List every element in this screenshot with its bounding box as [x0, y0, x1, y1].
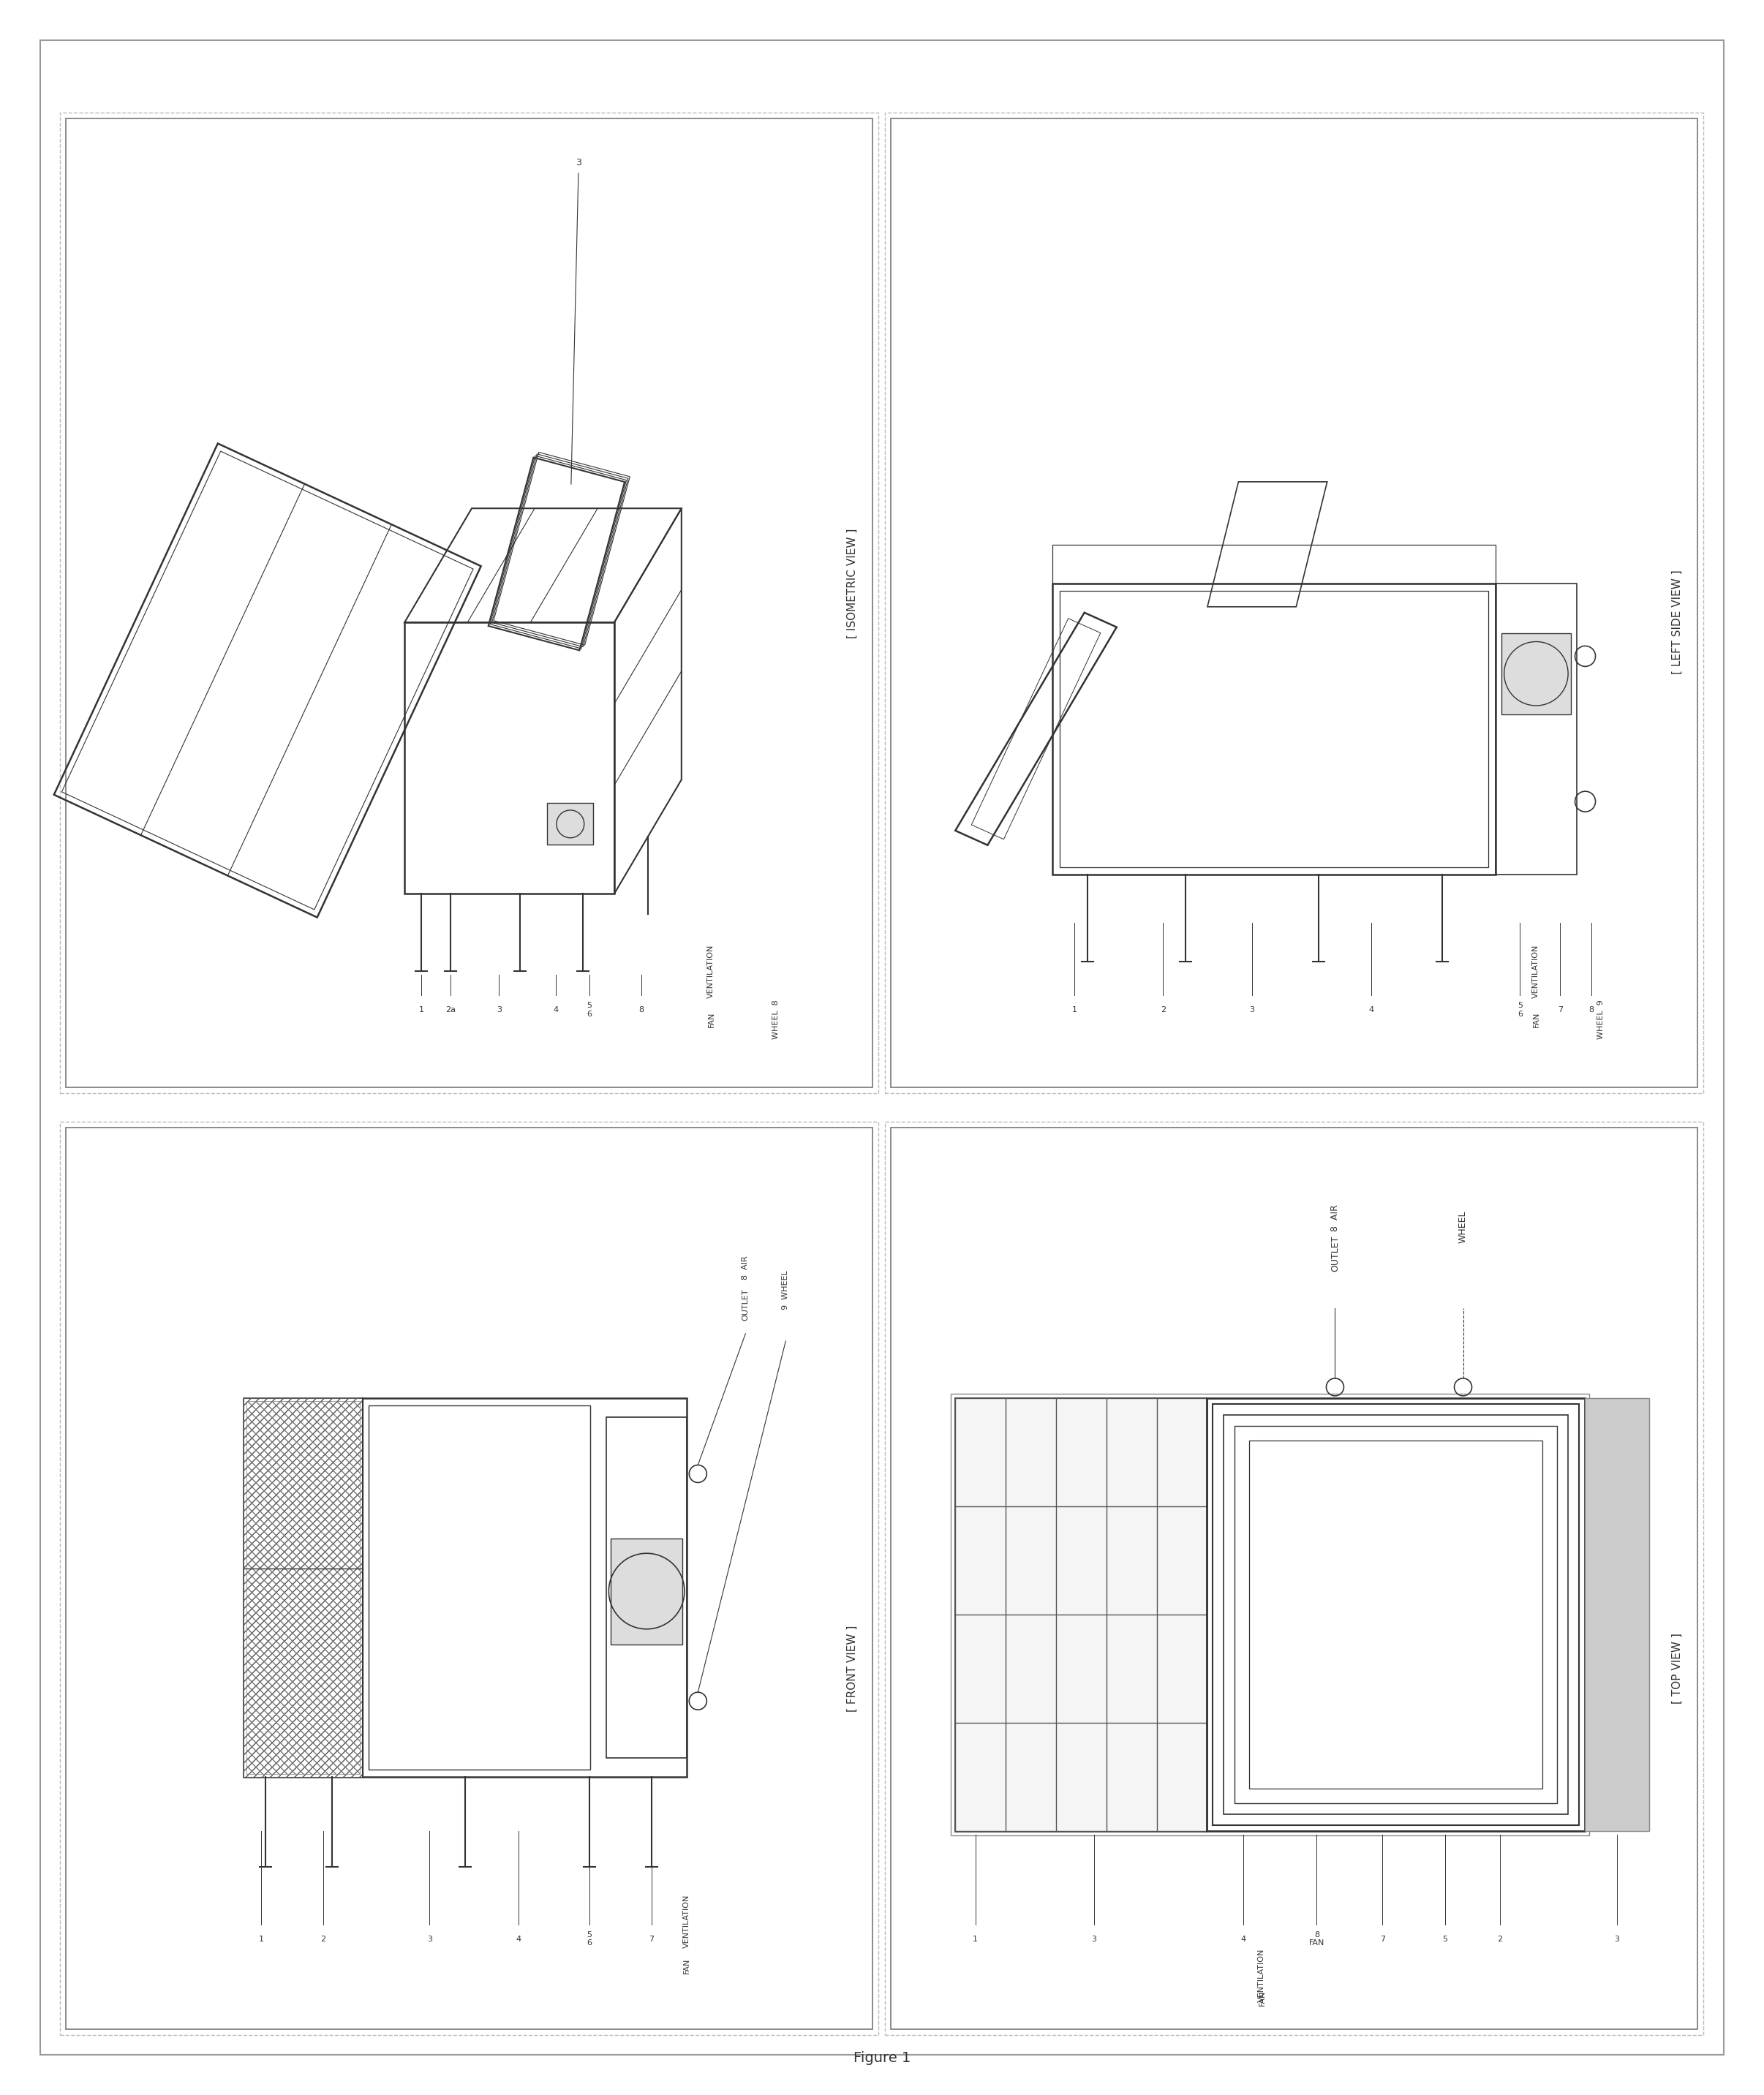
Text: 5
6: 5 6	[587, 1001, 591, 1018]
Text: 3: 3	[427, 1936, 432, 1942]
Text: 2: 2	[321, 1936, 326, 1942]
Bar	[404, 622, 614, 895]
Bar	[607, 1416, 686, 1758]
Bar	[886, 113, 1704, 1094]
Text: 3: 3	[1092, 1936, 1095, 1942]
Text: 1: 1	[974, 1936, 977, 1942]
Text: 3: 3	[1249, 1006, 1254, 1014]
Text: 5
6: 5 6	[1517, 1001, 1522, 1018]
Bar	[1051, 545, 1496, 585]
Bar	[956, 1397, 1207, 1831]
Text: [ TOP VIEW ]: [ TOP VIEW ]	[1672, 1634, 1683, 1703]
Text: 3: 3	[1614, 1936, 1619, 1942]
Text: Figure 1: Figure 1	[854, 2051, 910, 2066]
Bar	[1214, 1404, 1579, 1825]
Bar	[956, 1397, 1584, 1831]
Bar	[547, 802, 593, 844]
Text: [ FRONT VIEW ]: [ FRONT VIEW ]	[847, 1626, 857, 1712]
Text: 7: 7	[649, 1936, 654, 1942]
Text: 1: 1	[1073, 1006, 1076, 1014]
Text: VENTILATION: VENTILATION	[1533, 945, 1540, 997]
Text: 1: 1	[418, 1006, 423, 1014]
Text: 4: 4	[1369, 1006, 1374, 1014]
Text: VENTILATION: VENTILATION	[1258, 1948, 1265, 2003]
Text: 5
6: 5 6	[587, 1932, 593, 1946]
Text: 8  AIR: 8 AIR	[743, 1255, 750, 1280]
Bar	[60, 1121, 878, 2034]
Text: 4: 4	[1240, 1936, 1245, 1942]
Bar	[60, 113, 878, 1094]
Bar	[891, 1127, 1697, 2030]
Bar	[1501, 633, 1570, 714]
Bar	[1224, 1414, 1568, 1814]
Text: 4: 4	[515, 1936, 520, 1942]
Bar	[65, 1127, 873, 2030]
Bar	[369, 1406, 591, 1770]
Bar	[886, 1121, 1704, 2034]
Bar	[1249, 1441, 1542, 1789]
Text: FAN: FAN	[683, 1959, 691, 1973]
Text: OUTLET: OUTLET	[1330, 1236, 1341, 1272]
Bar	[1584, 1397, 1649, 1831]
Bar	[1060, 591, 1489, 867]
Text: 7: 7	[1558, 1006, 1563, 1014]
Text: WHEEL  9: WHEEL 9	[1596, 999, 1603, 1039]
Text: VENTILATION: VENTILATION	[683, 1894, 691, 1948]
Text: 8  AIR: 8 AIR	[1330, 1205, 1341, 1232]
Bar	[243, 1397, 686, 1777]
Text: OUTLET: OUTLET	[743, 1288, 750, 1320]
Text: WHEEL: WHEEL	[1459, 1211, 1468, 1242]
Text: FAN: FAN	[707, 1012, 714, 1027]
Bar	[1051, 585, 1496, 874]
Text: VENTILATION: VENTILATION	[707, 945, 714, 997]
Text: 1: 1	[259, 1936, 263, 1942]
Text: 8: 8	[639, 1006, 644, 1014]
Text: WHEEL  8: WHEEL 8	[773, 999, 780, 1039]
Text: 2: 2	[1161, 1006, 1166, 1014]
Bar	[247, 1402, 360, 1774]
Text: FAN: FAN	[1258, 1990, 1265, 2005]
Bar	[1496, 585, 1577, 874]
Bar	[891, 119, 1697, 1087]
Text: 7: 7	[1379, 1936, 1385, 1942]
Text: 4: 4	[554, 1006, 557, 1014]
Text: 8: 8	[1588, 1006, 1593, 1014]
Bar	[65, 119, 873, 1087]
Text: [ ISOMETRIC VIEW ]: [ ISOMETRIC VIEW ]	[847, 528, 857, 639]
Text: 8
FAN: 8 FAN	[1309, 1932, 1325, 1946]
Text: 5: 5	[1443, 1936, 1446, 1942]
Text: [ LEFT SIDE VIEW ]: [ LEFT SIDE VIEW ]	[1672, 570, 1683, 675]
Text: 2a: 2a	[446, 1006, 455, 1014]
Text: 3: 3	[575, 157, 582, 168]
Text: 2: 2	[1498, 1936, 1503, 1942]
Text: FAN: FAN	[1533, 1012, 1540, 1027]
Bar	[243, 1397, 363, 1777]
Bar	[951, 1393, 1589, 1835]
Text: 9  WHEEL: 9 WHEEL	[781, 1270, 789, 1309]
Bar	[610, 1538, 683, 1645]
Bar	[1235, 1427, 1556, 1804]
Text: 3: 3	[496, 1006, 501, 1014]
